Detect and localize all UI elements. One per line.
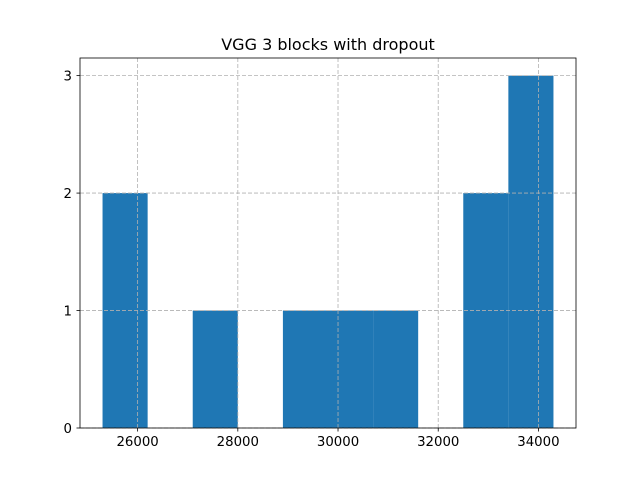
x-tick-label: 26000	[116, 435, 158, 450]
x-tick-label: 30000	[317, 435, 359, 450]
y-tick-label: 1	[64, 305, 72, 320]
histogram-bar	[328, 310, 374, 428]
x-tick-label: 32000	[417, 435, 459, 450]
y-tick-label: 3	[64, 70, 72, 85]
histogram-bar	[508, 75, 554, 428]
histogram-bar	[373, 310, 419, 428]
axes-frame	[79, 57, 577, 429]
chart-title: VGG 3 blocks with dropout	[221, 35, 435, 54]
histogram-bar	[192, 310, 238, 428]
x-tick-label: 28000	[217, 435, 259, 450]
y-tick-label: 0	[64, 422, 72, 437]
x-tick-label: 34000	[517, 435, 559, 450]
plot-area: 26000 28000 30000 32000 34000 0 1 2 3	[64, 57, 577, 450]
histogram-bar	[282, 310, 328, 428]
y-tick-label: 2	[64, 187, 72, 202]
